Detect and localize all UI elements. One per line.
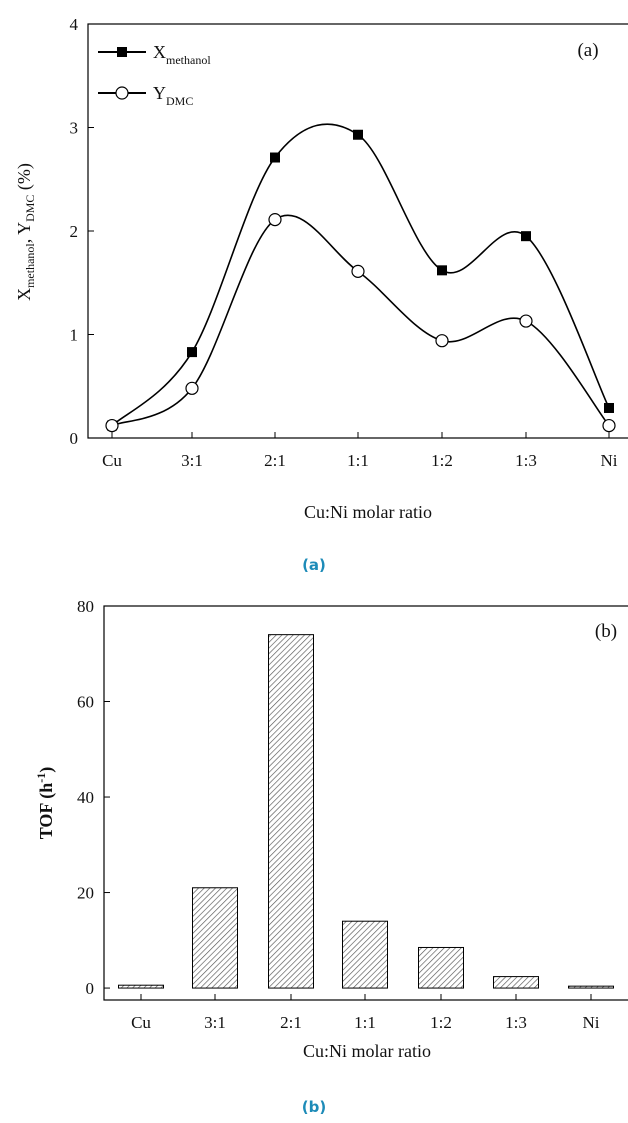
x-tick-label-a: 1:1 (347, 451, 369, 470)
point-x-methanol (187, 347, 197, 358)
point-x-methanol (521, 231, 531, 242)
bar-ni (568, 985, 614, 989)
point-x-methanol (604, 402, 614, 413)
point-x-methanol (437, 265, 447, 276)
bar-3-1 (192, 887, 238, 989)
y-tick-label-a: 3 (70, 119, 79, 138)
y-title-a-x: X (14, 288, 34, 301)
x-tick-label-a: Ni (601, 451, 618, 470)
bar-2-1 (268, 634, 314, 989)
bar-cu (118, 984, 164, 989)
x-axis-title-b: Cu:Ni molar ratio (303, 1041, 431, 1061)
x-axis-a: Cu 3:1 2:1 1:1 1:2 1:3 Ni (102, 432, 618, 470)
x-tick-label-a: 2:1 (264, 451, 286, 470)
point-y-dmc (105, 418, 119, 433)
x-tick-label-b: Ni (583, 1013, 600, 1032)
point-y-dmc (268, 213, 282, 227)
y-tick-label-b: 20 (77, 884, 94, 903)
x-tick-label-b: 1:3 (505, 1013, 527, 1032)
x-tick-label-b: 1:1 (354, 1013, 376, 1032)
point-y-dmc (519, 314, 533, 328)
y-tick-label-a: 2 (70, 222, 79, 241)
x-axis-title-a: Cu:Ni molar ratio (304, 502, 432, 522)
point-y-dmc (435, 334, 449, 348)
x-tick-label-b: 3:1 (204, 1013, 226, 1032)
bar-chart-b: 0 20 40 60 80 Cu 3:1 2:1 1:1 1:2 1:3 Ni (b) Cu:Ni … (34, 597, 628, 1061)
legend-x-name: X (153, 42, 166, 62)
y-tick-label-a: 0 (70, 429, 79, 448)
y-tick-label-a: 4 (70, 15, 79, 34)
x-tick-label-a: Cu (102, 451, 122, 470)
bar-1-1 (342, 920, 388, 989)
y-title-a-unit: (%) (14, 163, 35, 194)
line-chart-a: 0 1 2 3 4 Cu 3:1 2:1 1:1 1:2 1:3 Ni (a) Cu:Ni mola… (14, 15, 628, 522)
y-tick-label-b: 0 (86, 979, 95, 998)
y-title-a-y-sub: DMC (23, 195, 37, 222)
series-line-y (111, 214, 610, 427)
caption-b: (b) (302, 1098, 326, 1116)
y-title-b-end: ) (36, 767, 57, 773)
legend-y-name: Y (153, 83, 166, 103)
legend-x-marker (117, 47, 127, 57)
legend-y-marker (115, 86, 129, 100)
y-title-b-sup: -1 (34, 773, 48, 783)
panel-label-a: (a) (577, 40, 598, 61)
caption-a: (a) (302, 556, 326, 574)
legend-a: Xmethanol YDMC (98, 42, 211, 108)
point-x-methanol (270, 152, 280, 163)
y-tick-label-b: 40 (77, 788, 94, 807)
bars-b (118, 634, 614, 989)
y-tick-label-a: 1 (70, 326, 79, 345)
y-axis-a: 0 1 2 3 4 (70, 15, 94, 448)
legend-y-label: YDMC (153, 83, 193, 108)
series-markers-a (105, 129, 616, 433)
legend-x-label: Xmethanol (153, 42, 211, 67)
x-tick-label-a: 1:2 (431, 451, 453, 470)
y-tick-label-b: 80 (77, 597, 94, 616)
x-tick-label-a: 3:1 (181, 451, 203, 470)
legend-y-sub: DMC (166, 94, 193, 108)
y-tick-label-b: 60 (77, 693, 94, 712)
x-tick-label-a: 1:3 (515, 451, 537, 470)
x-tick-label-b: 2:1 (280, 1013, 302, 1032)
plot-frame-a (87, 23, 628, 439)
x-axis-b: Cu 3:1 2:1 1:1 1:2 1:3 Ni (131, 994, 600, 1032)
plot-frame-b (103, 605, 628, 1001)
x-tick-label-b: Cu (131, 1013, 151, 1032)
x-tick-label-b: 1:2 (430, 1013, 452, 1032)
point-x-methanol (353, 129, 363, 140)
legend-x-sub: methanol (166, 53, 211, 67)
y-axis-b: 0 20 40 60 80 (77, 597, 110, 998)
bar-1-2 (418, 946, 464, 989)
y-axis-title-a: Xmethanol, YDMC (%) (14, 163, 37, 301)
point-y-dmc (351, 264, 365, 278)
y-title-a-x-sub: methanol (23, 243, 37, 288)
panel-label-b: (b) (595, 621, 617, 642)
bar-1-3 (493, 976, 539, 989)
y-title-a-y: , Y (14, 222, 34, 243)
point-y-dmc (185, 381, 199, 395)
point-y-dmc (602, 418, 616, 433)
y-title-b-main: TOF (h (36, 783, 57, 840)
y-axis-title-b: TOF (h-1) (34, 767, 57, 840)
